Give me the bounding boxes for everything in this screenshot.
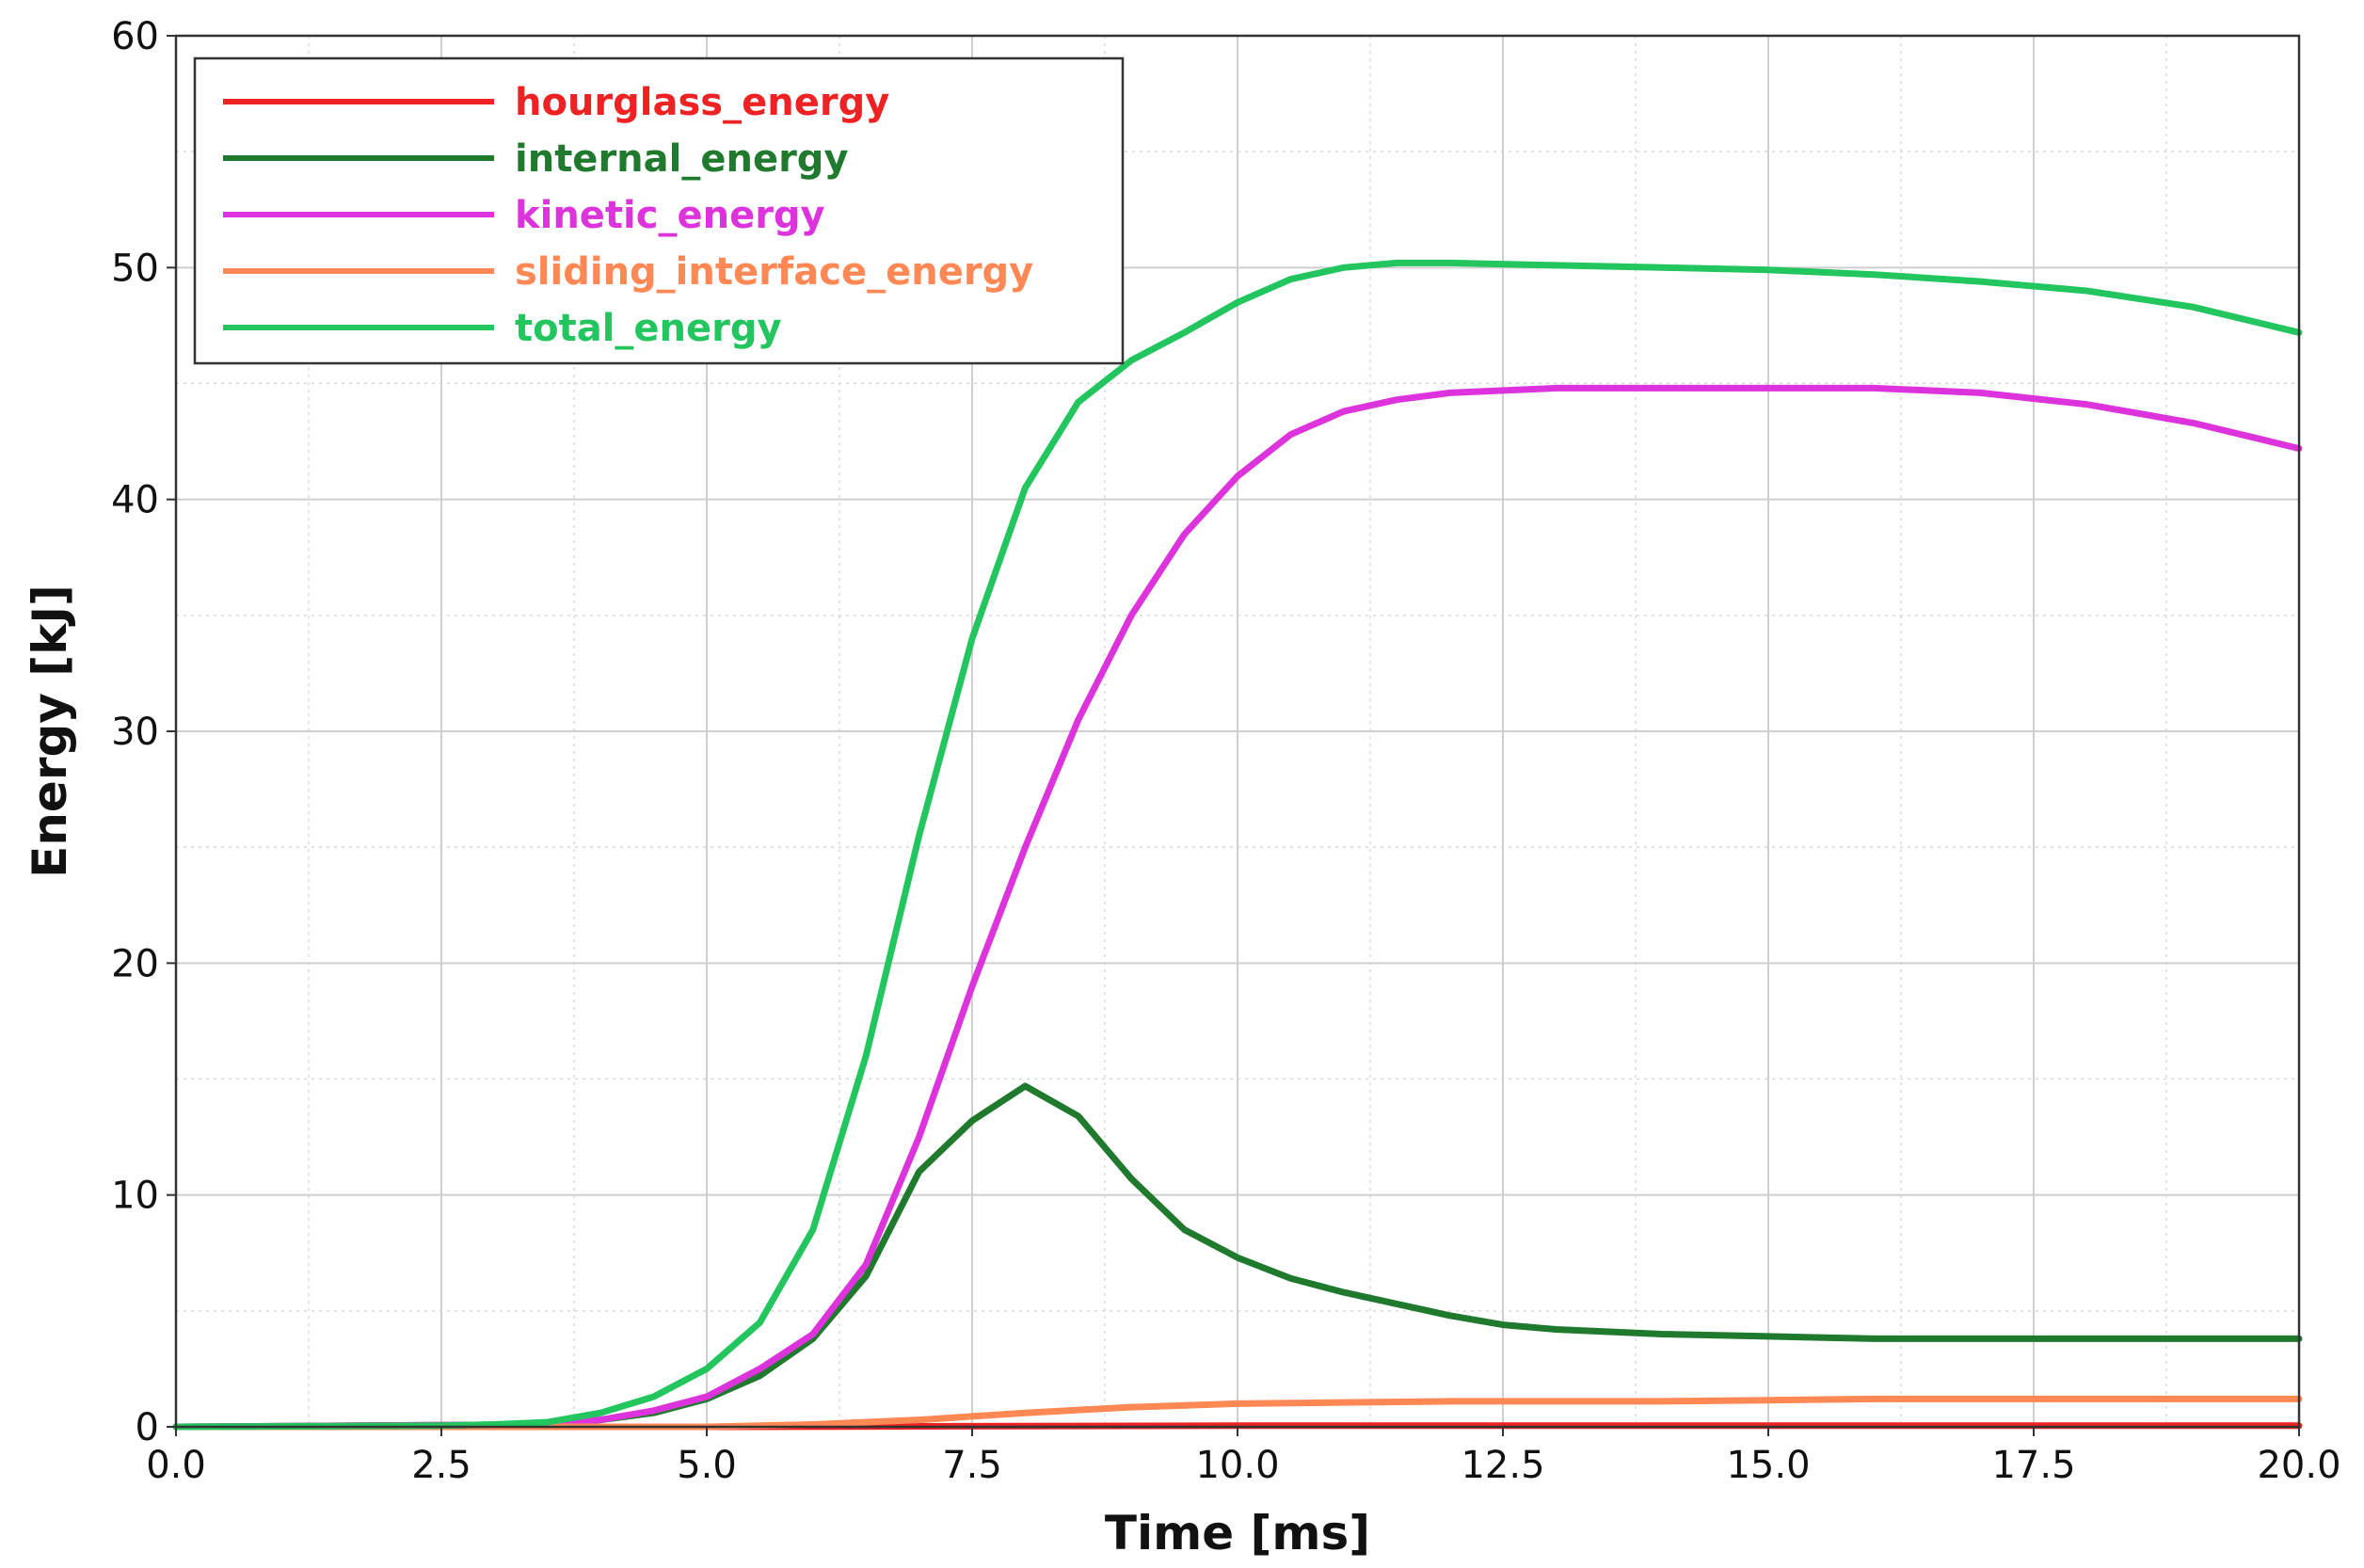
y-tick-label: 40 xyxy=(111,479,159,522)
series-line-total-energy xyxy=(172,259,2303,1431)
legend-label-total-energy: total_energy xyxy=(515,307,782,350)
legend: hourglass_energy internal_energy kinetic_e… xyxy=(193,56,1125,365)
legend-label-internal-energy: internal_energy xyxy=(515,137,849,181)
legend-label-hourglass-energy: hourglass_energy xyxy=(515,81,889,124)
y-axis-title: Energy [kJ] xyxy=(23,584,77,878)
x-tick-label: 10.0 xyxy=(1195,1444,1279,1487)
legend-label-kinetic-energy: kinetic_energy xyxy=(515,194,825,237)
series-line-kinetic-energy xyxy=(172,384,2303,1431)
legend-label-sliding-interface-energy: sliding_interface_energy xyxy=(515,250,1033,294)
x-tick-label: 15.0 xyxy=(1726,1444,1810,1487)
x-tick-label: 12.5 xyxy=(1461,1444,1544,1487)
y-tick-label: 50 xyxy=(111,247,159,290)
x-tick-label: 7.5 xyxy=(942,1444,1002,1487)
x-tick-label: 2.5 xyxy=(411,1444,471,1487)
y-tick-label: 10 xyxy=(111,1175,159,1218)
y-tick-label: 20 xyxy=(111,942,159,985)
y-tick-label: 0 xyxy=(136,1406,159,1449)
legend-box xyxy=(193,56,1125,365)
x-tick-label: 20.0 xyxy=(2257,1444,2340,1487)
y-tick-label: 30 xyxy=(111,711,159,754)
x-axis-ticks: 0.0 2.5 5.0 7.5 10.0 12.5 15.0 17.5 20.0 xyxy=(146,1427,2341,1487)
series-line-internal-energy xyxy=(172,1082,2303,1431)
series-line-sliding-interface-energy xyxy=(172,1395,2303,1431)
x-tick-label: 0.0 xyxy=(146,1444,206,1487)
y-axis-ticks: 0 10 20 30 40 50 60 xyxy=(111,15,176,1449)
x-tick-label: 5.0 xyxy=(677,1444,737,1487)
x-axis-title: Time [ms] xyxy=(1105,1506,1370,1560)
x-tick-label: 17.5 xyxy=(1991,1444,2075,1487)
y-tick-label: 60 xyxy=(111,15,159,58)
